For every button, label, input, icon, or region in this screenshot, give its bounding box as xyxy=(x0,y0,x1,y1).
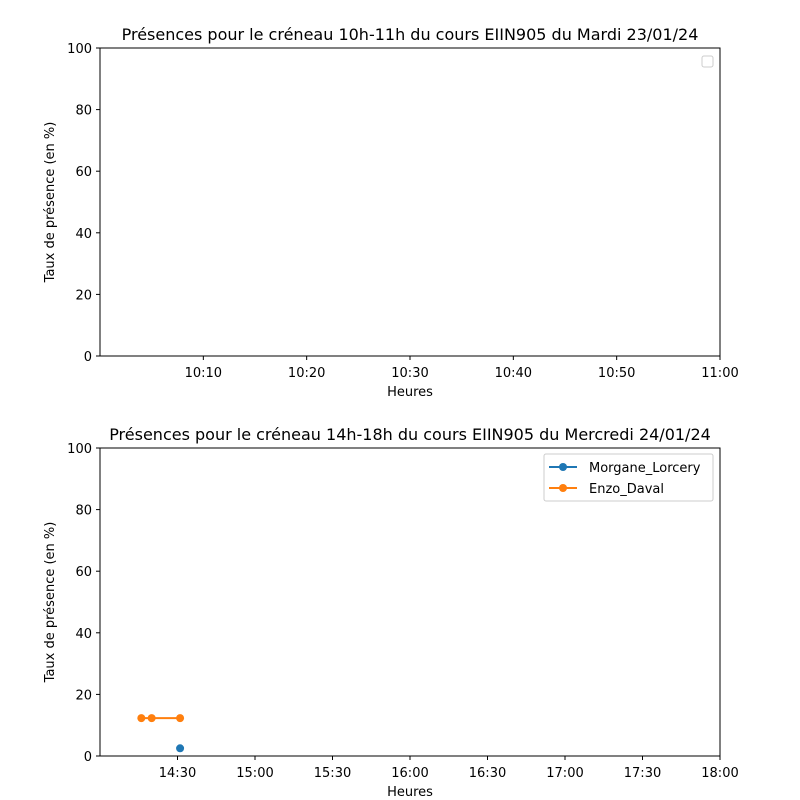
x-tick-label: 17:00 xyxy=(546,766,583,781)
y-axis-label: Taux de présence (en %) xyxy=(43,122,58,284)
data-point xyxy=(176,744,185,753)
y-tick-label: 100 xyxy=(67,42,92,57)
y-tick-label: 80 xyxy=(75,504,92,519)
data-point xyxy=(176,714,185,723)
legend-marker xyxy=(559,463,567,471)
x-tick-label: 10:50 xyxy=(598,366,635,381)
y-tick-label: 40 xyxy=(75,627,92,642)
x-tick-label: 16:30 xyxy=(469,766,506,781)
x-tick-label: 10:10 xyxy=(185,366,222,381)
legend-label: Morgane_Lorcery xyxy=(589,461,701,476)
x-tick-label: 11:00 xyxy=(701,366,738,381)
legend-marker xyxy=(559,484,567,492)
x-tick-label: 16:00 xyxy=(391,766,428,781)
chart-1: Présences pour le créneau 10h-11h du cou… xyxy=(43,25,739,400)
x-tick-label: 15:30 xyxy=(314,766,351,781)
y-tick-label: 40 xyxy=(75,227,92,242)
x-tick-label: 10:20 xyxy=(288,366,325,381)
y-axis-label: Taux de présence (en %) xyxy=(43,522,58,684)
y-tick-label: 80 xyxy=(75,104,92,119)
x-tick-label: 15:00 xyxy=(236,766,273,781)
data-point xyxy=(137,714,146,723)
x-tick-label: 14:30 xyxy=(159,766,196,781)
x-tick-label: 18:00 xyxy=(701,766,738,781)
chart-title: Présences pour le créneau 10h-11h du cou… xyxy=(122,25,699,44)
y-tick-label: 60 xyxy=(75,565,92,580)
y-tick-label: 0 xyxy=(84,350,92,365)
x-tick-label: 17:30 xyxy=(624,766,661,781)
x-tick-label: 10:30 xyxy=(391,366,428,381)
data-point xyxy=(147,714,156,723)
x-axis-label: Heures xyxy=(387,785,433,800)
legend-box xyxy=(543,453,714,502)
chart-2: Présences pour le créneau 14h-18h du cou… xyxy=(43,425,739,800)
y-tick-label: 0 xyxy=(84,750,92,765)
y-tick-label: 20 xyxy=(75,688,92,703)
x-axis-label: Heures xyxy=(387,385,433,400)
y-tick-label: 60 xyxy=(75,165,92,180)
x-tick-label: 10:40 xyxy=(495,366,532,381)
legend: Morgane_Lorcery Enzo_Daval xyxy=(543,453,714,502)
legend-label: Enzo_Daval xyxy=(589,482,664,497)
chart-title: Présences pour le créneau 14h-18h du cou… xyxy=(109,425,711,444)
y-tick-label: 100 xyxy=(67,442,92,457)
axes-frame xyxy=(99,47,721,357)
y-tick-label: 20 xyxy=(75,288,92,303)
legend-box xyxy=(701,55,714,68)
